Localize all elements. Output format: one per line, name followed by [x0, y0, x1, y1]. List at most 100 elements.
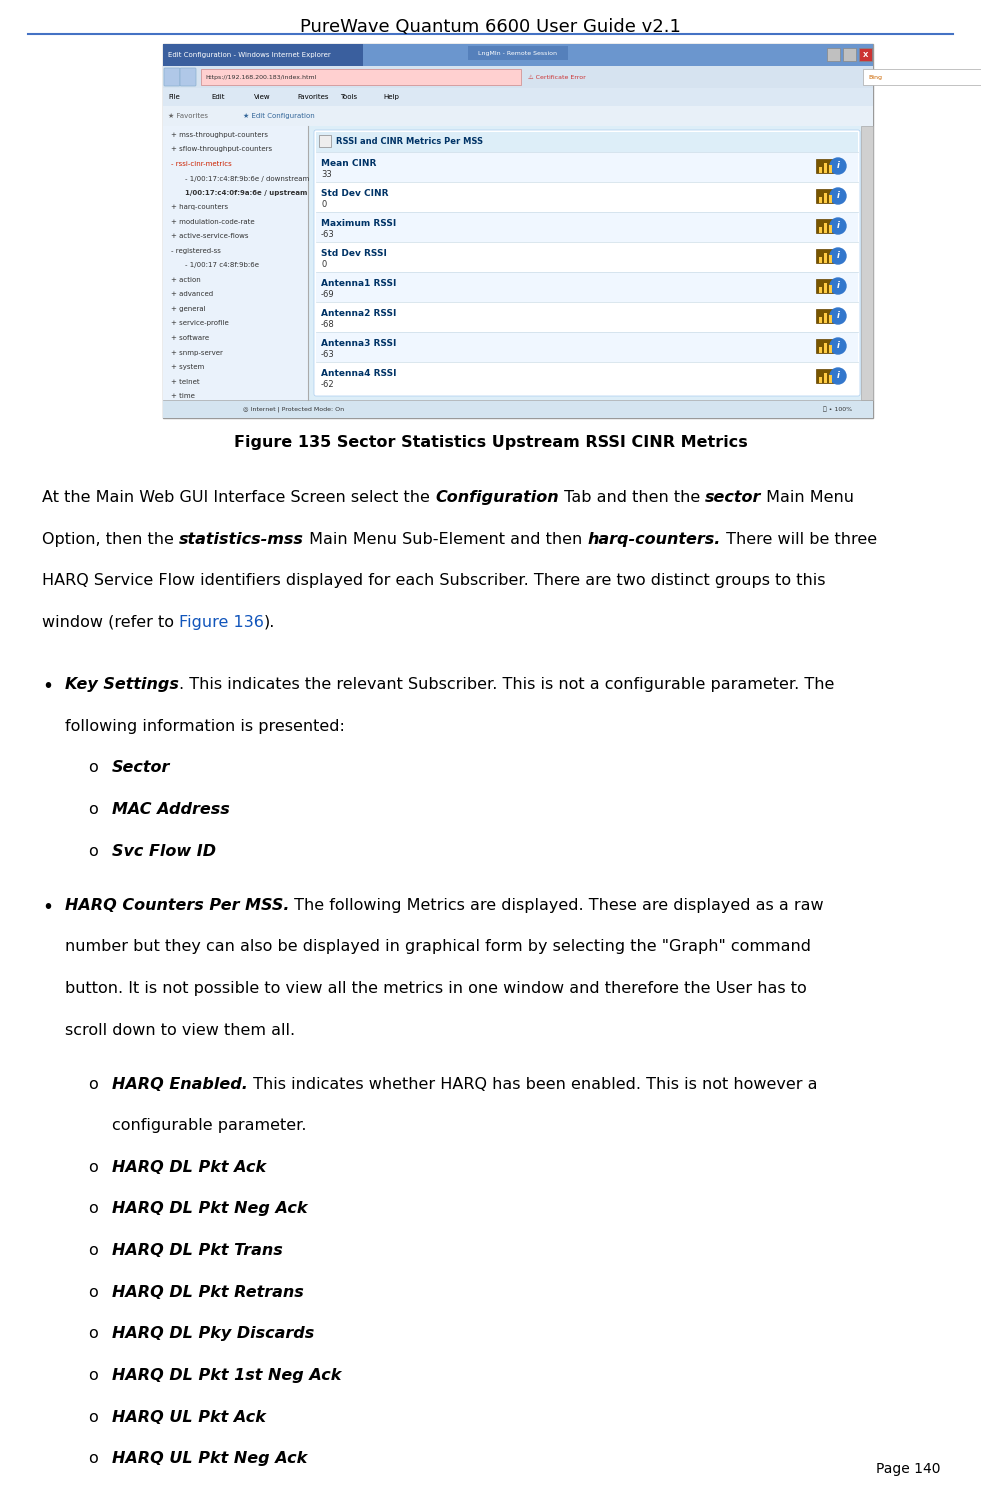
Bar	[201, 68, 521, 85]
Text: + harq-counters: + harq-counters	[171, 205, 229, 211]
Text: Antenna1 RSSI: Antenna1 RSSI	[321, 279, 396, 288]
Text: ⌕ • 100%: ⌕ • 100%	[823, 406, 852, 412]
Text: •: •	[42, 678, 53, 697]
Bar	[819, 198, 822, 204]
Bar	[819, 317, 822, 322]
Bar	[163, 45, 873, 418]
Text: -62: -62	[321, 380, 335, 389]
Text: + general: + general	[171, 306, 206, 312]
Bar	[816, 279, 834, 293]
Bar	[819, 166, 822, 172]
Text: Edit Configuration - Windows Internet Explorer: Edit Configuration - Windows Internet Ex…	[168, 52, 331, 58]
Text: + action: + action	[171, 276, 201, 282]
Circle shape	[830, 248, 846, 265]
Bar	[468, 46, 568, 59]
Text: Tools: Tools	[340, 94, 357, 100]
Circle shape	[830, 337, 846, 354]
Bar	[316, 302, 858, 331]
Bar	[163, 400, 873, 418]
Text: Antenna4 RSSI: Antenna4 RSSI	[321, 369, 396, 377]
Bar	[819, 348, 822, 354]
Text: This indicates whether HARQ has been enabled. This is not however a: This indicates whether HARQ has been ena…	[248, 1077, 817, 1092]
Bar	[824, 314, 827, 322]
Text: At the Main Web GUI Interface Screen select the: At the Main Web GUI Interface Screen sel…	[42, 490, 435, 505]
Text: Maximum RSSI: Maximum RSSI	[321, 218, 396, 227]
Circle shape	[830, 158, 846, 174]
Text: i: i	[837, 342, 840, 351]
Bar	[163, 45, 363, 65]
Text: i: i	[837, 312, 840, 321]
Text: + telnet: + telnet	[171, 379, 199, 385]
Circle shape	[830, 218, 846, 233]
Text: The following Metrics are displayed. These are displayed as a raw: The following Metrics are displayed. The…	[289, 898, 824, 912]
Bar	[861, 126, 873, 400]
Bar	[829, 315, 832, 322]
Text: -63: -63	[321, 351, 335, 360]
Text: + mss-throughput-counters: + mss-throughput-counters	[171, 132, 268, 138]
Text: HARQ UL Pkt Ack: HARQ UL Pkt Ack	[112, 1410, 266, 1425]
Text: 33: 33	[321, 169, 332, 178]
Bar	[316, 272, 858, 302]
Text: HARQ Service Flow identifiers displayed for each Subscriber. There are two disti: HARQ Service Flow identifiers displayed …	[42, 574, 825, 588]
Text: Favorites: Favorites	[297, 94, 329, 100]
Text: o: o	[88, 1077, 98, 1092]
Text: o: o	[88, 1410, 98, 1425]
Bar	[816, 250, 834, 263]
Text: Std Dev RSSI: Std Dev RSSI	[321, 250, 387, 259]
Bar	[816, 339, 834, 354]
Text: following information is presented:: following information is presented:	[65, 719, 345, 734]
Bar	[829, 195, 832, 204]
Text: ).: ).	[264, 615, 276, 630]
Text: HARQ DL Pky Discards: HARQ DL Pky Discards	[112, 1327, 314, 1342]
Bar	[827, 48, 840, 61]
Text: + system: + system	[171, 364, 204, 370]
Text: Main Menu Sub-Element and then: Main Menu Sub-Element and then	[304, 532, 588, 547]
Text: o: o	[88, 844, 98, 859]
Text: - rssi-cinr-metrics: - rssi-cinr-metrics	[171, 160, 232, 166]
Text: i: i	[837, 162, 840, 171]
Text: + modulation-code-rate: + modulation-code-rate	[171, 218, 255, 224]
Bar	[829, 285, 832, 293]
Text: + software: + software	[171, 334, 209, 340]
Bar	[316, 212, 858, 242]
Text: X: X	[863, 52, 869, 58]
Text: configurable parameter.: configurable parameter.	[112, 1119, 306, 1134]
Text: Page 140: Page 140	[875, 1462, 940, 1476]
Text: Bing: Bing	[868, 74, 882, 79]
Bar	[316, 152, 858, 181]
Circle shape	[830, 308, 846, 324]
Text: o: o	[88, 1285, 98, 1300]
Text: o: o	[88, 761, 98, 776]
Text: Tab and then the: Tab and then the	[558, 490, 705, 505]
Bar	[163, 65, 873, 88]
Bar	[316, 363, 858, 392]
Text: LngMln - Remote Session: LngMln - Remote Session	[479, 51, 557, 55]
Text: Main Menu: Main Menu	[761, 490, 854, 505]
Bar	[824, 223, 827, 233]
Text: + time: + time	[171, 392, 195, 400]
Text: ★ Edit Configuration: ★ Edit Configuration	[243, 113, 315, 119]
Text: - 1/00:17 c4:8f:9b:6e: - 1/00:17 c4:8f:9b:6e	[185, 263, 259, 269]
Text: Edit: Edit	[211, 94, 225, 100]
Bar	[163, 106, 873, 126]
Circle shape	[830, 369, 846, 383]
Bar	[843, 48, 856, 61]
Text: i: i	[837, 251, 840, 260]
Text: o: o	[88, 1369, 98, 1383]
Text: scroll down to view them all.: scroll down to view them all.	[65, 1022, 295, 1037]
Text: -69: -69	[321, 290, 335, 299]
Text: Key Settings: Key Settings	[65, 678, 179, 692]
Text: •: •	[42, 898, 53, 917]
Bar	[824, 343, 827, 354]
Text: HARQ Enabled.: HARQ Enabled.	[112, 1077, 248, 1092]
Bar	[829, 374, 832, 383]
Text: RSSI and CINR Metrics Per MSS: RSSI and CINR Metrics Per MSS	[336, 138, 483, 147]
Text: o: o	[88, 1452, 98, 1467]
Bar	[316, 181, 858, 212]
Text: window (refer to: window (refer to	[42, 615, 180, 630]
Text: PureWave Quantum 6600 User Guide v2.1: PureWave Quantum 6600 User Guide v2.1	[300, 18, 681, 36]
Text: harq-counters.: harq-counters.	[588, 532, 721, 547]
Text: Help: Help	[383, 94, 399, 100]
Bar	[163, 88, 873, 106]
Text: - registered-ss: - registered-ss	[171, 248, 221, 254]
